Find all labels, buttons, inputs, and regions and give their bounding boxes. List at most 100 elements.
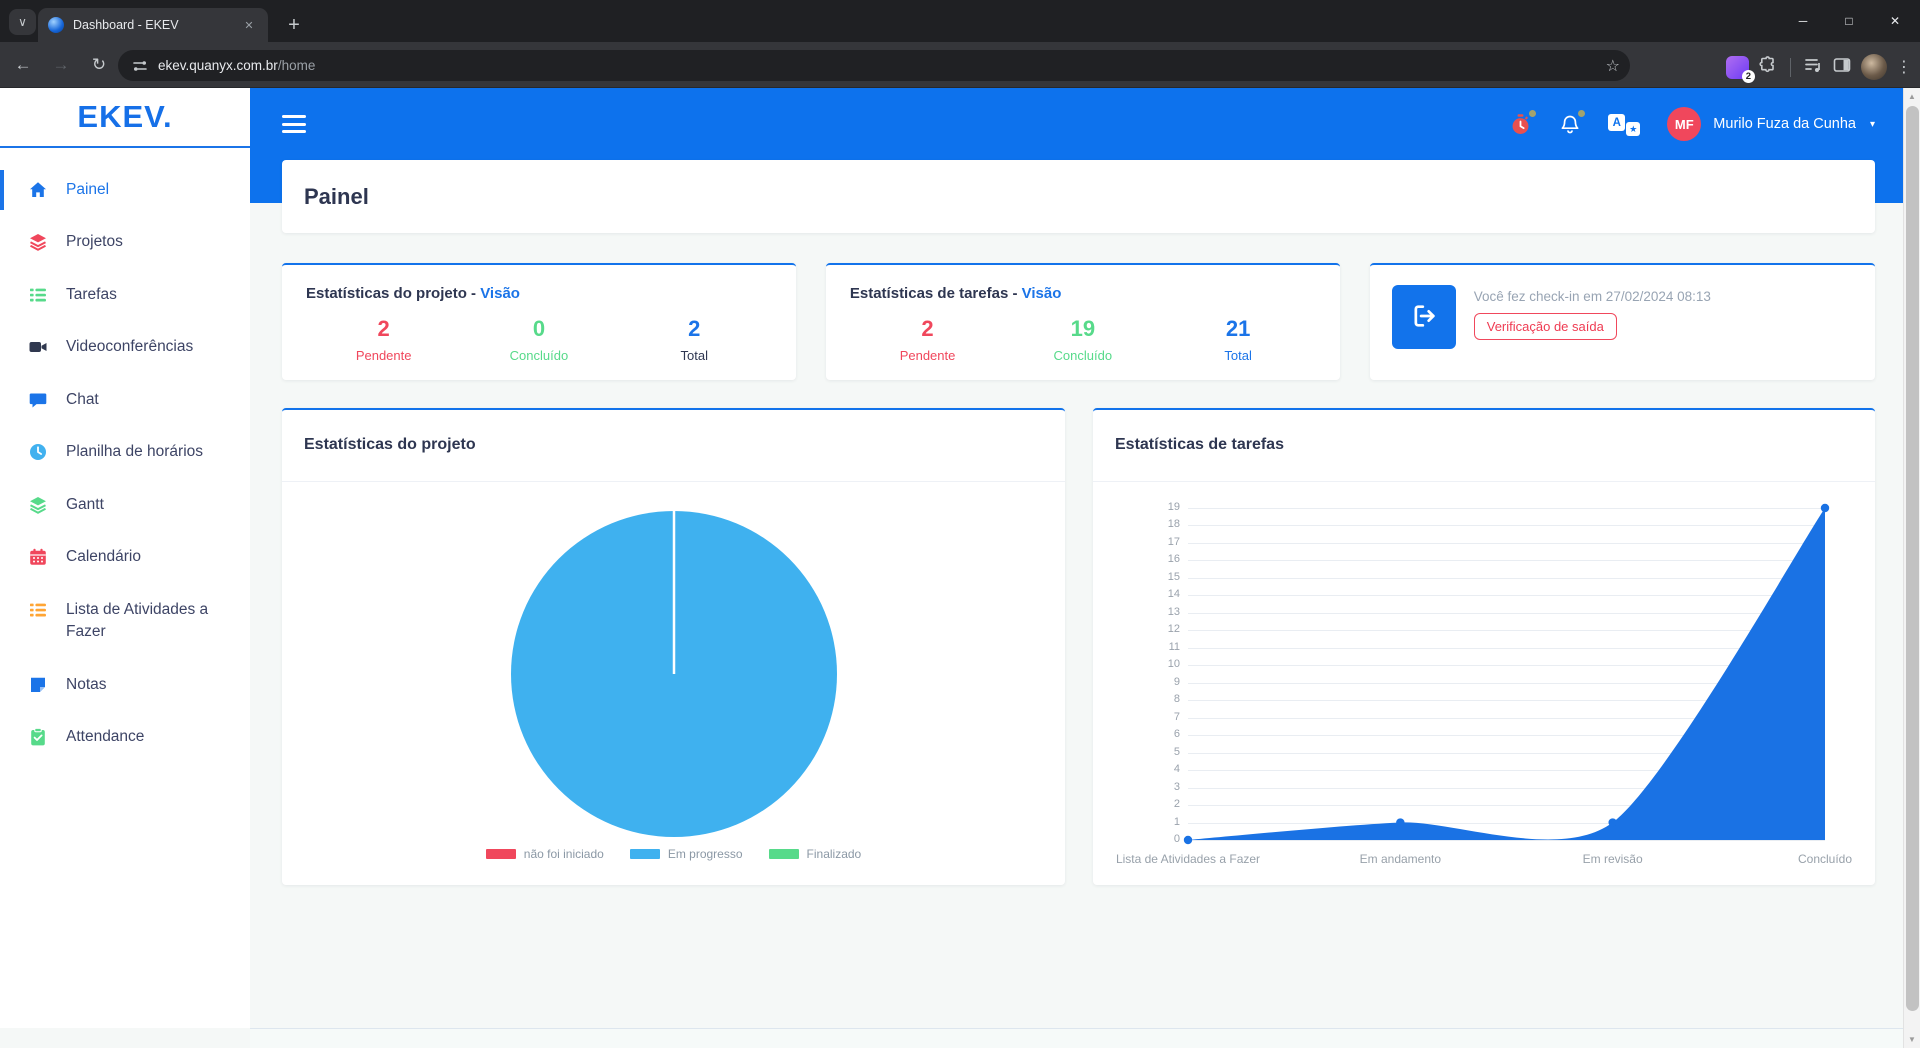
app-viewport: EKEV. Painel Projetos Tarefas Videoconferên… xyxy=(0,88,1920,1048)
sidebar-item-lista-de-atividades-a-fazer[interactable]: Lista de Atividades a Fazer xyxy=(0,584,250,659)
sidebar-item-chat[interactable]: Chat xyxy=(0,374,250,426)
notifications-bell-icon[interactable] xyxy=(1559,109,1586,136)
area-chart[interactable] xyxy=(1183,503,1830,845)
stat-concluído: 19 Concluído xyxy=(1005,316,1160,363)
legend-label: Finalizado xyxy=(806,847,862,861)
legend-swatch xyxy=(629,849,660,859)
legend-swatch xyxy=(768,849,799,859)
project-stats-chart-card: Estatísticas do projeto não foi iniciado… xyxy=(282,408,1065,885)
project-stats-title-text: Estatísticas do projeto - xyxy=(306,285,481,302)
window-close-icon[interactable]: ✕ xyxy=(1889,14,1901,28)
timer-icon[interactable] xyxy=(1509,109,1537,136)
y-tick-label: 7 xyxy=(1173,710,1180,723)
translate-a-glyph: A xyxy=(1608,114,1626,131)
playlist-icon[interactable] xyxy=(1803,55,1823,80)
y-tick-label: 6 xyxy=(1173,728,1180,741)
tab-favicon xyxy=(48,17,64,33)
gridline xyxy=(1188,717,1825,719)
browser-tab[interactable]: Dashboard - EKEV ✕ xyxy=(38,8,268,42)
legend-label: Em progresso xyxy=(667,847,743,861)
vertical-scrollbar[interactable]: ▲ ▼ xyxy=(1903,88,1920,1048)
gridline xyxy=(1188,735,1825,737)
stat-total: 21 Total xyxy=(1160,316,1315,363)
url-host: ekev.quanyx.com.br xyxy=(158,58,278,73)
app-header: A ★ MF Murilo Fuza da Cunha ▾ xyxy=(250,88,1903,160)
y-tick-label: 10 xyxy=(1167,658,1180,671)
extension-icon[interactable]: 2 xyxy=(1726,55,1755,83)
app-logo[interactable]: EKEV. xyxy=(77,99,173,134)
area-chart-header: Estatísticas de tarefas xyxy=(1093,410,1875,482)
stat-label: Concluído xyxy=(1053,348,1113,363)
forward-icon[interactable]: → xyxy=(52,54,70,74)
y-tick-label: 14 xyxy=(1167,588,1180,601)
pie-chart[interactable] xyxy=(282,504,1065,844)
checkout-verification-button[interactable]: Verificação de saída xyxy=(1473,313,1617,340)
url-text[interactable]: ekev.quanyx.com.br/home xyxy=(158,58,315,73)
sidebar-item-videoconferencias[interactable]: Videoconferências xyxy=(0,321,250,373)
legend-item[interactable]: não foi iniciado xyxy=(485,847,604,861)
reload-icon[interactable]: ↻ xyxy=(91,54,107,74)
data-point[interactable] xyxy=(1183,835,1193,845)
user-menu[interactable]: MF Murilo Fuza da Cunha ▾ xyxy=(1667,107,1875,141)
task-stats-view-link[interactable]: Visão xyxy=(1021,285,1062,302)
sidebar-item-label: Lista de Atividades a Fazer xyxy=(66,600,209,641)
window-minimize-icon[interactable]: ─ xyxy=(1798,14,1808,28)
note-icon xyxy=(28,675,48,695)
sidebar-item-notas[interactable]: Notas xyxy=(0,659,250,711)
sidebar-item-label: Chat xyxy=(66,390,99,408)
hamburger-menu-icon[interactable] xyxy=(282,115,306,133)
new-tab-button[interactable]: + xyxy=(288,13,300,36)
stat-label: Total xyxy=(1224,348,1252,363)
browser-toolbar: ← → ↻ ekev.quanyx.com.br/home ☆ xyxy=(0,42,1920,88)
site-settings-icon[interactable] xyxy=(132,58,148,74)
sidebar-item-planilha-de-horarios[interactable]: Planilha de horários xyxy=(0,426,250,478)
stat-label: Total xyxy=(680,348,708,363)
tab-search-button[interactable]: ∨ xyxy=(9,9,36,35)
scrollbar-thumb[interactable] xyxy=(1906,106,1919,1011)
sidebar-item-painel[interactable]: Painel xyxy=(0,164,250,216)
project-stats-values: 2 Pendente 0 Concluído 2 Total xyxy=(306,316,772,363)
scroll-down-icon[interactable]: ▼ xyxy=(1908,1035,1916,1044)
project-stats-view-link[interactable]: Visão xyxy=(480,285,520,302)
tab-close-icon[interactable]: ✕ xyxy=(244,19,254,32)
toolbar-separator xyxy=(1790,57,1791,77)
window-maximize-icon[interactable]: □ xyxy=(1845,14,1853,28)
project-stats-card: Estatísticas do projeto - Visão 2 Pendent… xyxy=(282,263,796,380)
scroll-up-icon[interactable]: ▲ xyxy=(1908,92,1916,101)
browser-profile-avatar[interactable] xyxy=(1861,54,1887,80)
extensions-puzzle-icon[interactable] xyxy=(1758,55,1778,80)
y-tick-label: 5 xyxy=(1173,745,1180,758)
stat-label: Concluído xyxy=(509,348,569,363)
video-icon xyxy=(28,337,48,357)
back-icon[interactable]: ← xyxy=(14,54,32,74)
checkout-button[interactable] xyxy=(1391,285,1456,349)
layers-icon xyxy=(28,495,48,515)
home-icon xyxy=(28,180,48,200)
gridline xyxy=(1188,542,1825,544)
data-point[interactable] xyxy=(1396,818,1405,827)
bookmark-star-icon[interactable]: ☆ xyxy=(1605,57,1620,75)
sidebar-item-tarefas[interactable]: Tarefas xyxy=(0,269,250,321)
stat-value: 0 xyxy=(532,316,546,341)
extension-badge: 2 xyxy=(1741,69,1755,83)
browser-menu-icon[interactable]: ⋮ xyxy=(1896,59,1912,76)
legend-swatch xyxy=(485,849,516,859)
task-stats-chart-card: Estatísticas de tarefas 0 1 2 3 4 5 6 7 8 9 10 11 12… xyxy=(1093,408,1875,885)
sidebar-item-gantt[interactable]: Gantt xyxy=(0,479,250,531)
user-avatar[interactable]: MF xyxy=(1667,107,1702,141)
legend-item[interactable]: Finalizado xyxy=(768,847,862,861)
translate-icon[interactable]: A ★ xyxy=(1608,112,1641,136)
stat-value: 2 xyxy=(688,316,701,341)
gridline xyxy=(1188,787,1825,789)
legend-item[interactable]: Em progresso xyxy=(629,847,743,861)
sidebar-item-attendance[interactable]: Attendance xyxy=(0,711,250,763)
data-point[interactable] xyxy=(1820,503,1830,513)
data-point[interactable] xyxy=(1608,818,1617,827)
sidebar-item-calendario[interactable]: Calendário xyxy=(0,531,250,583)
address-bar[interactable]: ekev.quanyx.com.br/home ☆ xyxy=(118,50,1630,81)
legend-label: não foi iniciado xyxy=(523,847,604,861)
side-panel-icon[interactable] xyxy=(1832,55,1852,80)
gridline xyxy=(1188,595,1825,597)
sidebar-item-projetos[interactable]: Projetos xyxy=(0,216,250,268)
gridline xyxy=(1188,647,1825,649)
